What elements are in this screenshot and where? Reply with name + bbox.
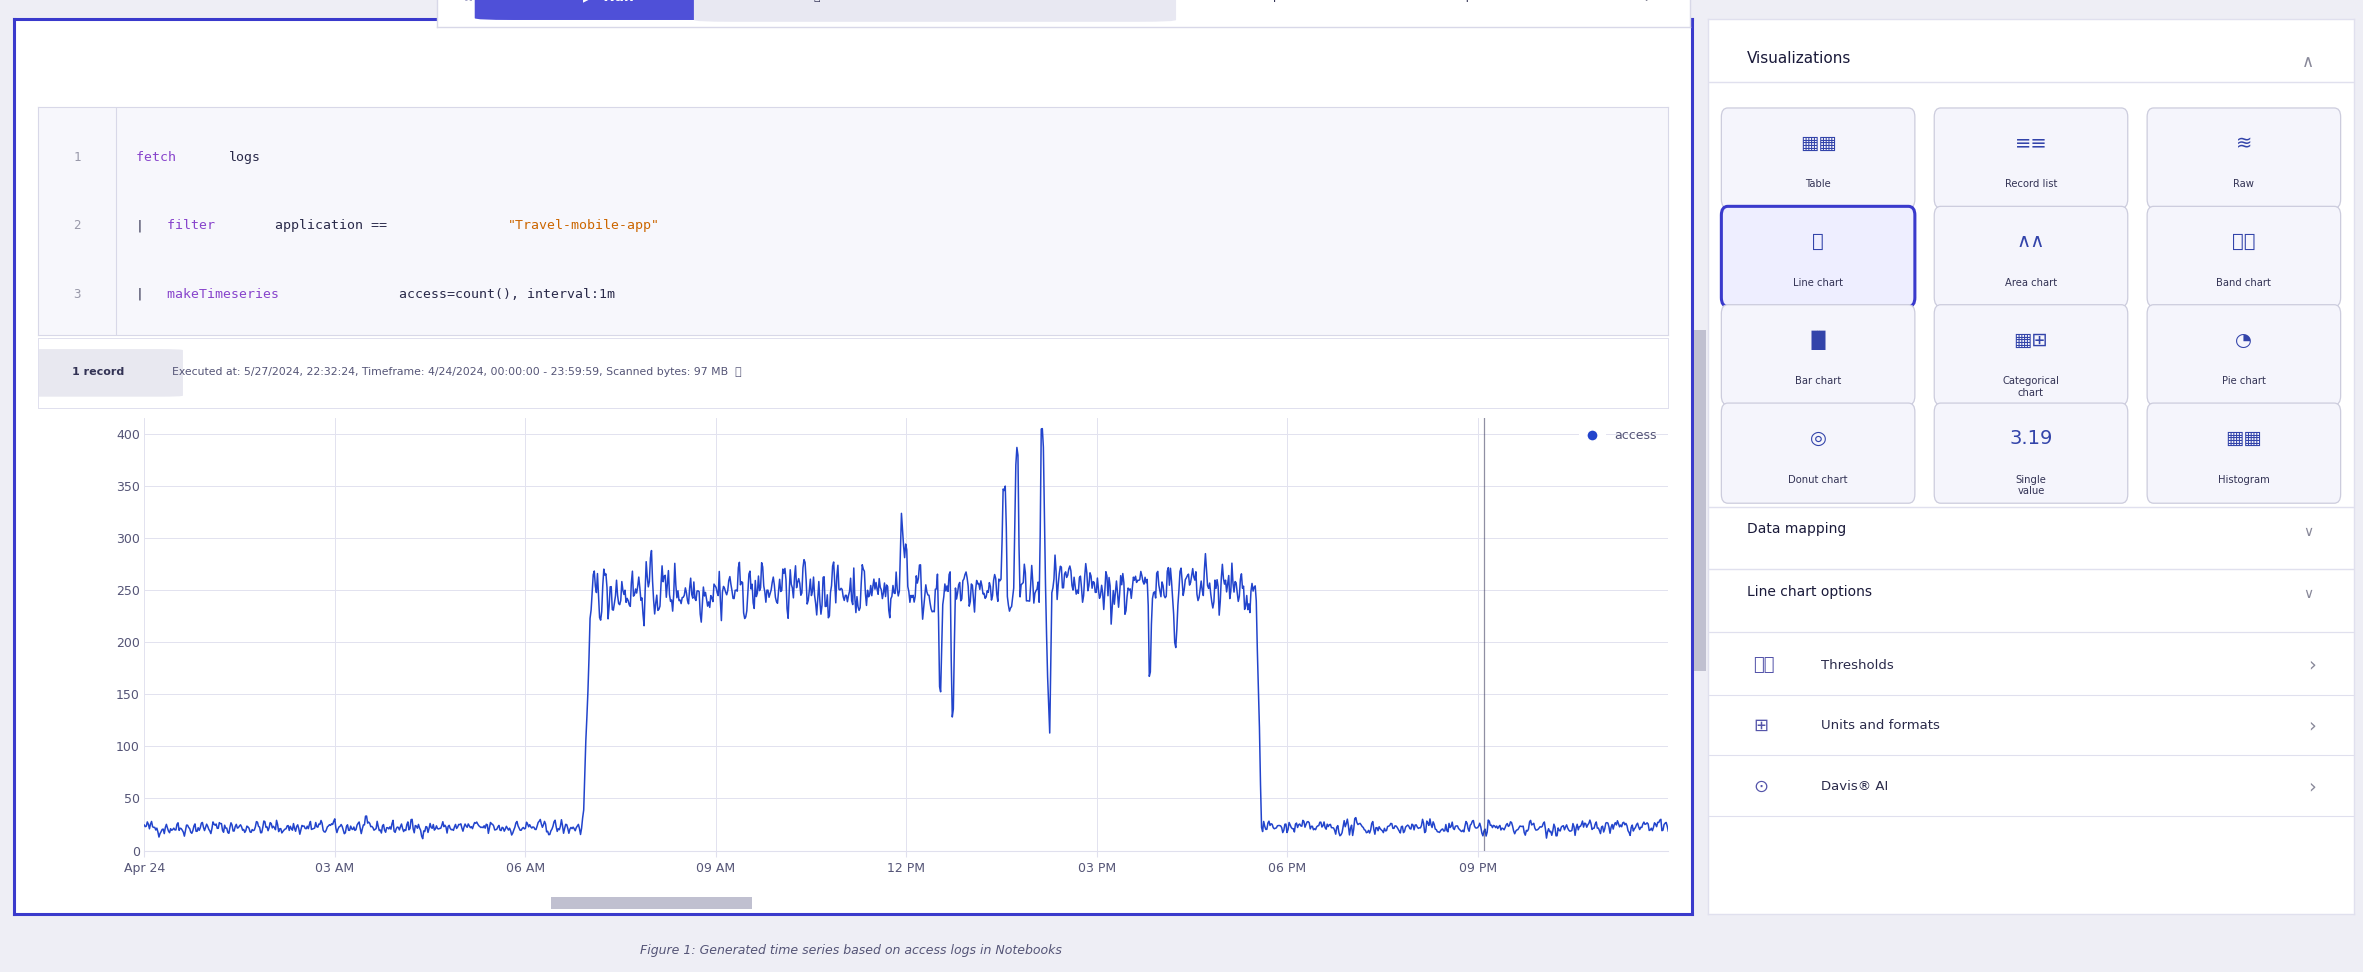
Text: Histogram: Histogram <box>2219 474 2271 484</box>
Text: ▦⊞: ▦⊞ <box>2013 330 2049 350</box>
Text: ›: › <box>2309 778 2316 796</box>
Text: ⊙: ⊙ <box>1753 778 1770 796</box>
Text: 3: 3 <box>73 288 80 300</box>
FancyBboxPatch shape <box>1720 304 1914 405</box>
Text: Record list: Record list <box>2004 180 2058 190</box>
Text: Thresholds: Thresholds <box>1822 659 1895 672</box>
Text: application ==: application == <box>274 220 395 232</box>
Text: ›: › <box>2309 716 2316 736</box>
FancyBboxPatch shape <box>1720 403 1914 503</box>
Text: ∨: ∨ <box>2304 525 2313 538</box>
Text: 1 record: 1 record <box>71 366 125 377</box>
Text: Line chart: Line chart <box>1794 278 1843 288</box>
FancyBboxPatch shape <box>1935 108 2127 208</box>
Text: Executed at: 5/27/2024, 22:32:24, Timeframe: 4/24/2024, 00:00:00 - 23:59:59, Sca: Executed at: 5/27/2024, 22:32:24, Timefr… <box>172 366 742 377</box>
Text: |: | <box>135 220 151 232</box>
Text: Figure 1: Generated time series based on access logs in Notebooks: Figure 1: Generated time series based on… <box>640 944 1061 957</box>
FancyBboxPatch shape <box>2148 304 2342 405</box>
Text: ∨: ∨ <box>2304 587 2313 602</box>
Text: ▶  Run: ▶ Run <box>584 0 633 3</box>
Text: Donut chart: Donut chart <box>1789 474 1848 484</box>
Text: logs: logs <box>229 151 260 163</box>
Text: 1: 1 <box>73 151 80 163</box>
FancyBboxPatch shape <box>1935 304 2127 405</box>
FancyBboxPatch shape <box>2148 206 2342 306</box>
FancyBboxPatch shape <box>695 0 1177 21</box>
Text: ≡  Options: ≡ Options <box>1439 0 1503 2</box>
Text: ▦▦: ▦▦ <box>1801 134 1836 153</box>
Text: Categorical
chart: Categorical chart <box>2001 376 2061 398</box>
Text: ⊘  Hide input: ⊘ Hide input <box>1215 0 1293 2</box>
Text: Single
value: Single value <box>2016 474 2046 496</box>
Text: ▦▦: ▦▦ <box>2226 429 2261 448</box>
Text: |: | <box>135 288 151 300</box>
FancyBboxPatch shape <box>1935 206 2127 306</box>
Text: access=count(), interval:1m: access=count(), interval:1m <box>399 288 614 300</box>
FancyBboxPatch shape <box>1935 403 2127 503</box>
Text: "Travel-mobile-app": "Travel-mobile-app" <box>508 220 659 232</box>
FancyBboxPatch shape <box>1720 108 1914 208</box>
Text: 〜〜: 〜〜 <box>2233 232 2257 251</box>
Text: 〜〜: 〜〜 <box>1753 656 1775 674</box>
Text: Bar chart: Bar chart <box>1796 376 1841 386</box>
Text: ∧∧: ∧∧ <box>2016 232 2046 251</box>
FancyBboxPatch shape <box>475 0 744 20</box>
Text: Pie chart: Pie chart <box>2221 376 2266 386</box>
Text: Table: Table <box>1805 180 1831 190</box>
Text: filter: filter <box>168 220 222 232</box>
Text: Visualizations: Visualizations <box>1746 51 1853 66</box>
Text: fetch: fetch <box>135 151 184 163</box>
Text: ⠿: ⠿ <box>463 0 475 5</box>
Text: ⊞: ⊞ <box>1753 717 1770 735</box>
Text: ▐▌: ▐▌ <box>1803 330 1834 350</box>
Text: Line chart options: Line chart options <box>1746 584 1871 599</box>
Text: makeTimeseries: makeTimeseries <box>168 288 286 300</box>
Text: 〜: 〜 <box>1812 232 1824 251</box>
Text: ›: › <box>2309 655 2316 675</box>
FancyBboxPatch shape <box>2148 403 2342 503</box>
Text: ∧: ∧ <box>2302 53 2313 71</box>
Text: 2: 2 <box>73 220 80 232</box>
Text: ◔: ◔ <box>2235 330 2252 350</box>
Text: ≡≡: ≡≡ <box>2016 134 2046 153</box>
Text: Units and formats: Units and formats <box>1822 719 1940 732</box>
Text: Raw: Raw <box>2233 180 2254 190</box>
FancyBboxPatch shape <box>2148 108 2342 208</box>
Text: Davis® AI: Davis® AI <box>1822 781 1888 793</box>
Text: Band chart: Band chart <box>2216 278 2271 288</box>
Text: ⋮: ⋮ <box>1638 0 1654 3</box>
FancyBboxPatch shape <box>1720 206 1914 306</box>
Text: ≋: ≋ <box>2235 134 2252 153</box>
Legend: access: access <box>1574 424 1661 447</box>
Text: Data mapping: Data mapping <box>1746 522 1846 536</box>
FancyBboxPatch shape <box>17 349 182 397</box>
Text: Area chart: Area chart <box>2004 278 2058 288</box>
Text: 3.19: 3.19 <box>2009 429 2053 448</box>
Text: ◎: ◎ <box>1810 429 1827 448</box>
